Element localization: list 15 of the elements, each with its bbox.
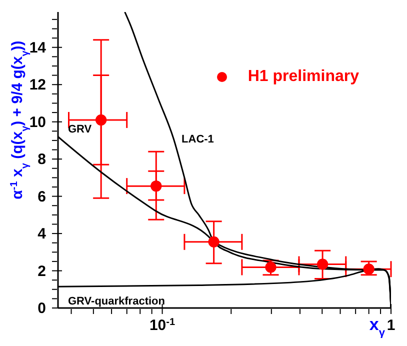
y-tick-label: 14 [29, 39, 47, 56]
series-label: LAC-1 [182, 134, 214, 146]
y-tick-label: 2 [38, 262, 46, 280]
x-tick-label: 10$^{-1}$ [149, 316, 176, 334]
y-tick-label: 0 [38, 300, 46, 317]
series-label: GRV [68, 124, 92, 136]
y-tick-label: 8 [38, 151, 46, 168]
series-label: GRV-quarkfraction [68, 296, 166, 308]
y-tick-label: 12 [29, 76, 46, 94]
y-tick-label: 6 [38, 188, 46, 206]
y-tick-label: 4 [38, 226, 47, 243]
x-axis-title: x$_{γ}$ [369, 315, 386, 339]
y-tick-label: 10 [29, 114, 46, 131]
x-tick-label: 1 [386, 317, 396, 334]
legend-label: H1 preliminary [248, 68, 359, 86]
